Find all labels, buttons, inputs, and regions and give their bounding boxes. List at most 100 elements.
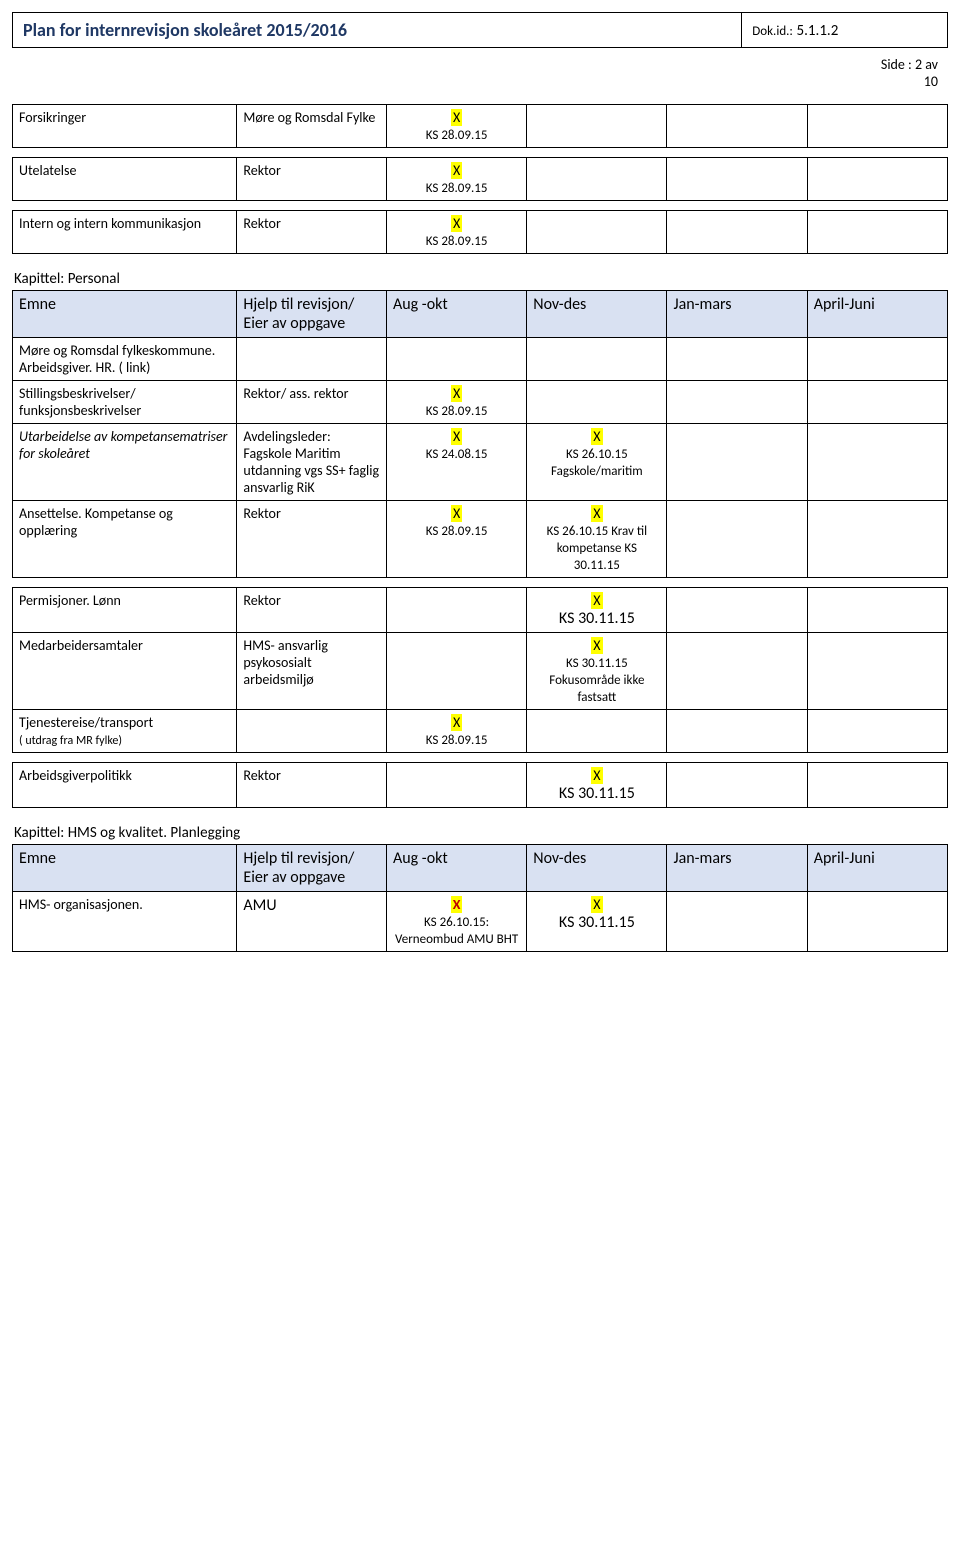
period-cell: X KS 26.10.15 Krav til kompetanse KS 30.1… xyxy=(527,501,667,578)
period-cell xyxy=(527,710,667,753)
th3-aug: Aug -okt xyxy=(386,845,526,892)
emne-sub: ( utdrag fra MR fylke) xyxy=(19,734,122,748)
mark-x: X xyxy=(451,162,462,179)
hjelp-cell: Rektor xyxy=(237,501,387,578)
period-cell xyxy=(386,588,526,633)
period-cell xyxy=(386,338,526,381)
table-row: UtelatelseRektorXKS 28.09.15 xyxy=(13,158,948,201)
mark-sub: KS 26.10.15 Fagskole/maritim xyxy=(551,447,643,479)
period-cell: XKS 28.09.15 xyxy=(386,211,526,254)
nov-cell xyxy=(527,158,667,201)
mark-sub: KS 30.11.15 Fokusområde ikke fastsatt xyxy=(549,656,644,705)
apr-cell xyxy=(807,710,947,753)
emne-text: Utarbeidelse av kompetansematriser for s… xyxy=(19,428,227,462)
mark-sub: KS 28.09.15 xyxy=(426,404,488,419)
mark-x: X xyxy=(591,505,602,522)
th-emne: Emne xyxy=(13,291,237,338)
hjelp-cell: Avdelingsleder: Fagskole Maritim utdanni… xyxy=(237,424,387,501)
apr-cell xyxy=(807,338,947,381)
period-cell: X KS 28.09.15 xyxy=(386,158,526,201)
mark-sub: KS 24.08.15 xyxy=(426,447,488,462)
side-label: Side xyxy=(881,56,905,73)
mark-x: X xyxy=(591,767,602,784)
table-row: HMS- organisasjonen.AMUXKS 26.10.15: Ver… xyxy=(13,892,948,952)
apr-cell xyxy=(807,501,947,578)
th-jan: Jan-mars xyxy=(667,291,807,338)
hjelp-cell: Rektor/ ass. rektor xyxy=(237,381,387,424)
mark-sub: KS 26.10.15 Krav til kompetanse KS 30.11… xyxy=(547,524,647,573)
emne-cell: Intern og intern kommunikasjon xyxy=(13,211,237,254)
hjelp-cell xyxy=(237,710,387,753)
mark-sub: KS 28.09.15 xyxy=(426,733,488,748)
mark-sub: KS 28.09.15 xyxy=(426,524,488,539)
period-cell: XKS 28.09.15 xyxy=(386,105,526,148)
emne-text: Intern og intern kommunikasjon xyxy=(19,215,201,232)
mark-sub: KS 30.11.15 xyxy=(559,609,635,628)
emne-cell: HMS- organisasjonen. xyxy=(13,892,237,952)
table-row: ForsikringerMøre og Romsdal FylkeXKS 28.… xyxy=(13,105,948,148)
th-hjelp: Hjelp til revisjon/ Eier av oppgave xyxy=(237,291,387,338)
emne-text: Permisjoner. Lønn xyxy=(19,592,121,609)
period-cell: X KS 30.11.15 Fokusområde ikke fastsatt xyxy=(527,633,667,710)
th3-apr: April-Juni xyxy=(807,845,947,892)
hjelp-cell: HMS- ansvarlig psykososialt arbeidsmiljø xyxy=(237,633,387,710)
emne-cell: Tjenestereise/transport ( utdrag fra MR f… xyxy=(13,710,237,753)
chapter-hms-title: Kapittel: HMS og kvalitet. Planlegging xyxy=(14,824,948,842)
nov-cell xyxy=(527,105,667,148)
table-personal: Emne Hjelp til revisjon/ Eier av oppgave… xyxy=(12,290,948,808)
chapter-personal-title: Kapittel: Personal xyxy=(14,270,948,288)
mark-x: X xyxy=(591,592,602,609)
emne-cell: Møre og Romsdal fylkeskommune. Arbeidsgi… xyxy=(13,338,237,381)
table-intro: ForsikringerMøre og Romsdal FylkeXKS 28.… xyxy=(12,104,948,254)
table-row: Arbeidsgiverpolitikk Rektor XKS 30.11.15 xyxy=(13,763,948,808)
jan-cell xyxy=(667,633,807,710)
emne-cell: Utelatelse xyxy=(13,158,237,201)
hjelp-cell: Rektor xyxy=(237,588,387,633)
table-row: MedarbeidersamtalerHMS- ansvarlig psykos… xyxy=(13,633,948,710)
table-row: Intern og intern kommunikasjon RektorXKS … xyxy=(13,211,948,254)
mark-x: X xyxy=(451,505,462,522)
period-cell xyxy=(386,633,526,710)
emne-text: Tjenestereise/transport xyxy=(19,714,153,731)
mark-x: X xyxy=(591,896,602,913)
apr-cell xyxy=(807,892,947,952)
mark-sub: KS 28.09.15 xyxy=(426,181,488,196)
period-cell: XKS 30.11.15 xyxy=(527,588,667,633)
hjelp-cell: AMU xyxy=(237,892,387,952)
th3-jan: Jan-mars xyxy=(667,845,807,892)
mark-sub: KS 30.11.15 xyxy=(559,784,635,803)
apr-cell xyxy=(807,633,947,710)
table-row: Stillingsbeskrivelser/ funksjonsbeskrive… xyxy=(13,381,948,424)
hjelp-cell: Rektor xyxy=(237,763,387,808)
emne-cell: Arbeidsgiverpolitikk xyxy=(13,763,237,808)
emne-cell: Medarbeidersamtaler xyxy=(13,633,237,710)
th-aug: Aug -okt xyxy=(386,291,526,338)
emne-text: Forsikringer xyxy=(19,109,86,126)
emne-text: Arbeidsgiverpolitikk xyxy=(19,767,132,784)
jan-cell xyxy=(667,892,807,952)
mark-x: X xyxy=(451,215,462,232)
mark-x: X xyxy=(591,637,602,654)
jan-cell xyxy=(667,501,807,578)
hjelp-cell xyxy=(237,338,387,381)
emne-text: Ansettelse. Kompetanse og opplæring xyxy=(19,505,173,539)
period-cell: XKS 30.11.15 xyxy=(527,763,667,808)
nov-cell xyxy=(527,211,667,254)
period-cell: XKS 24.08.15 xyxy=(386,424,526,501)
jan-cell xyxy=(667,105,807,148)
apr-cell xyxy=(807,424,947,501)
emne-cell: Ansettelse. Kompetanse og opplæring xyxy=(13,501,237,578)
jan-cell xyxy=(667,424,807,501)
period-cell xyxy=(527,338,667,381)
period-cell: XKS 26.10.15 Fagskole/maritim xyxy=(527,424,667,501)
emne-text: Møre og Romsdal fylkeskommune. Arbeidsgi… xyxy=(19,342,215,376)
period-cell: X KS 28.09.15 xyxy=(386,501,526,578)
emne-cell: Utarbeidelse av kompetansematriser for s… xyxy=(13,424,237,501)
doc-title: Plan for internrevisjon skoleåret 2015/2… xyxy=(23,19,347,41)
mark-x: X xyxy=(451,896,463,913)
th-apr: April-Juni xyxy=(807,291,947,338)
doc-header: Plan for internrevisjon skoleåret 2015/2… xyxy=(12,12,948,48)
hjelp-cell: Rektor xyxy=(237,211,387,254)
table-row: Ansettelse. Kompetanse og opplæring Rekto… xyxy=(13,501,948,578)
period-cell: XKS 28.09.15 xyxy=(386,381,526,424)
